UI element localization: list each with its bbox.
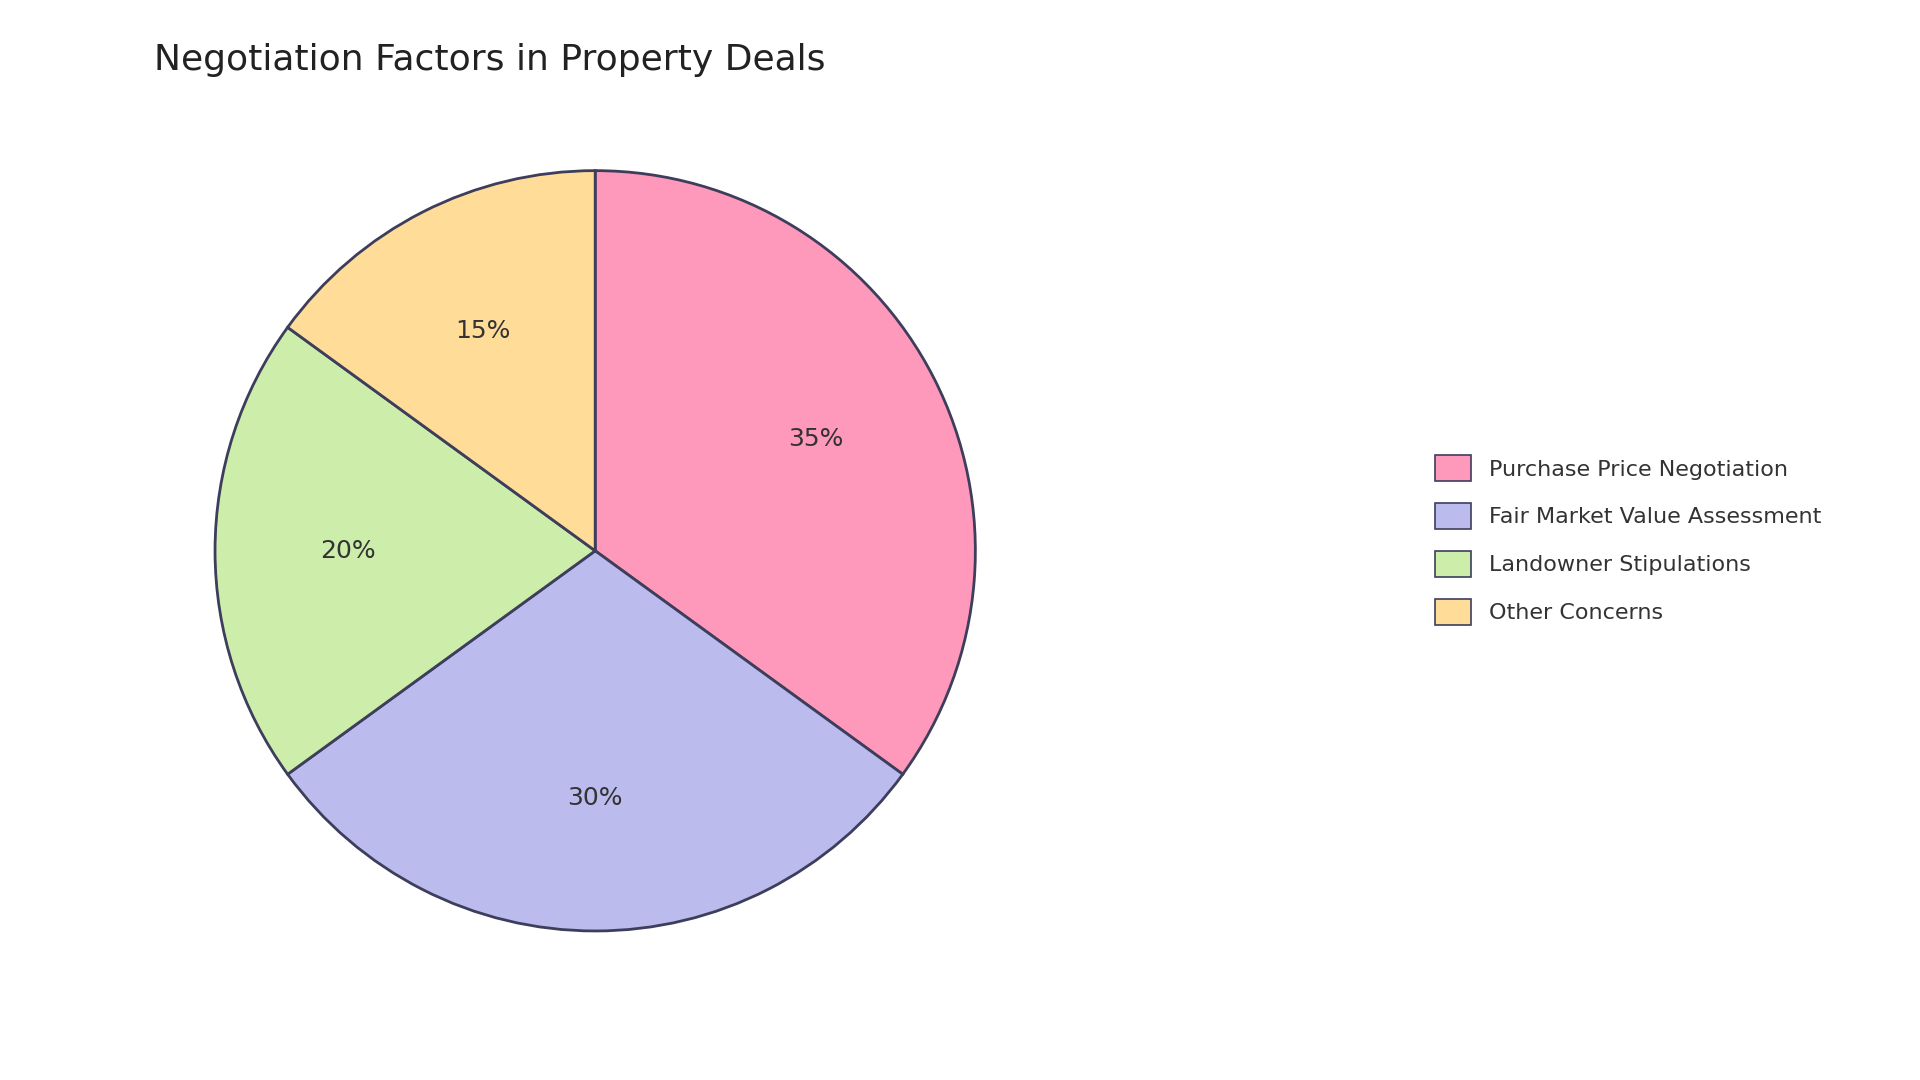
Text: Negotiation Factors in Property Deals: Negotiation Factors in Property Deals [154,43,826,77]
Text: 15%: 15% [455,319,511,342]
Text: 20%: 20% [321,539,376,563]
Wedge shape [215,327,595,774]
Text: 30%: 30% [568,786,622,810]
Legend: Purchase Price Negotiation, Fair Market Value Assessment, Landowner Stipulations: Purchase Price Negotiation, Fair Market … [1425,444,1832,636]
Wedge shape [288,171,595,551]
Wedge shape [288,551,902,931]
Text: 35%: 35% [787,427,843,450]
Wedge shape [595,171,975,774]
